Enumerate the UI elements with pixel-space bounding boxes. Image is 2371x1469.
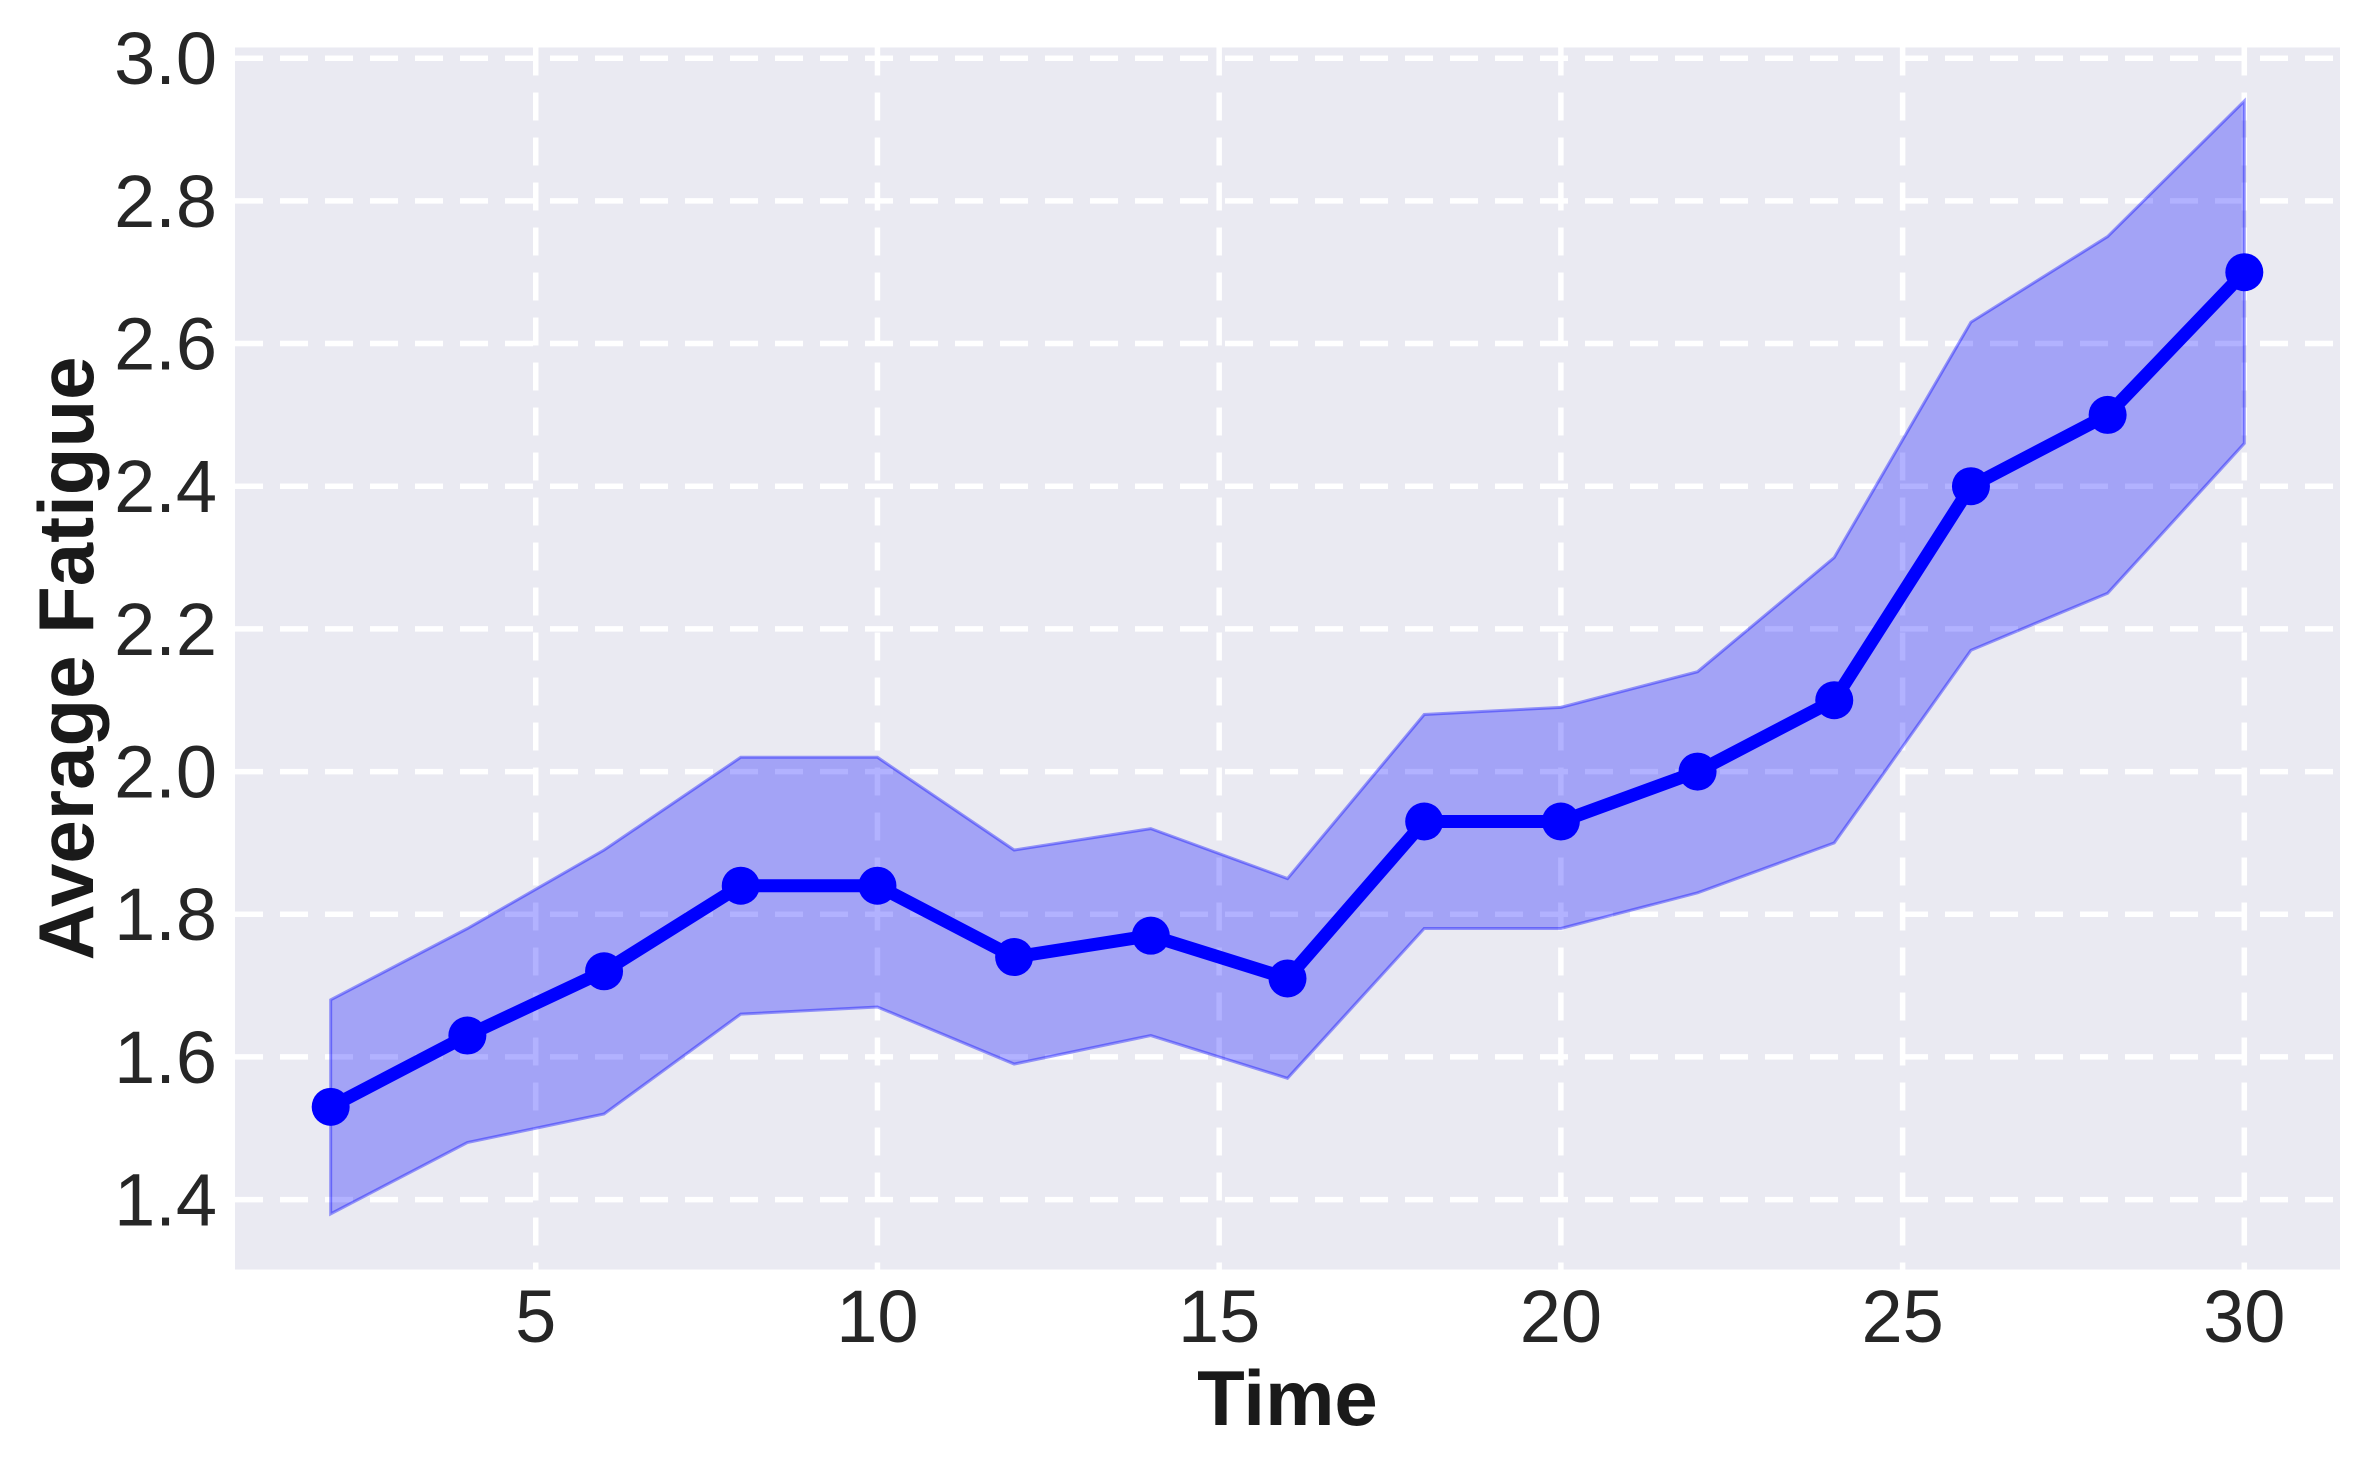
data-point [1951, 467, 1990, 506]
y-tick-label: 2.0 [114, 730, 217, 813]
data-point [1405, 802, 1444, 841]
data-point [311, 1087, 350, 1126]
data-points [311, 253, 2264, 1126]
y-tick-label: 2.2 [114, 588, 217, 671]
x-tick-label: 30 [2203, 1275, 2285, 1358]
data-point [1268, 959, 1307, 998]
x-tick-label: 5 [515, 1275, 556, 1358]
data-point [721, 866, 760, 905]
data-point [1541, 802, 1580, 841]
x-tick-label: 20 [1520, 1275, 1602, 1358]
gridlines [235, 47, 2340, 1270]
x-axis-label: Time [1197, 1354, 1378, 1442]
y-tick-label: 1.8 [114, 873, 217, 956]
plot-background [235, 47, 2340, 1270]
y-tick-label: 2.8 [114, 160, 217, 243]
y-axis-label: Average Fatigue [22, 357, 110, 961]
y-tick-labels: 1.4 1.6 1.8 2.0 2.2 2.4 2.6 2.8 3.0 [114, 17, 217, 1241]
x-tick-label: 15 [1178, 1275, 1260, 1358]
data-point [1678, 752, 1717, 791]
confidence-band [329, 97, 2246, 1217]
x-tick-label: 25 [1861, 1275, 1943, 1358]
data-point [585, 952, 624, 991]
y-tick-label: 3.0 [114, 17, 217, 100]
data-point [2225, 253, 2264, 292]
data-point [1131, 916, 1170, 955]
y-tick-label: 1.6 [114, 1016, 217, 1099]
data-point [995, 938, 1034, 977]
y-tick-label: 2.4 [114, 445, 217, 528]
x-tick-label: 10 [836, 1275, 918, 1358]
data-point [2088, 395, 2127, 434]
y-tick-label: 2.6 [114, 302, 217, 385]
data-point [1815, 681, 1854, 720]
data-point [858, 866, 897, 905]
x-tick-labels: 5 10 15 20 25 30 [515, 1275, 2285, 1358]
data-point [448, 1016, 487, 1055]
y-tick-label: 1.4 [114, 1158, 217, 1241]
